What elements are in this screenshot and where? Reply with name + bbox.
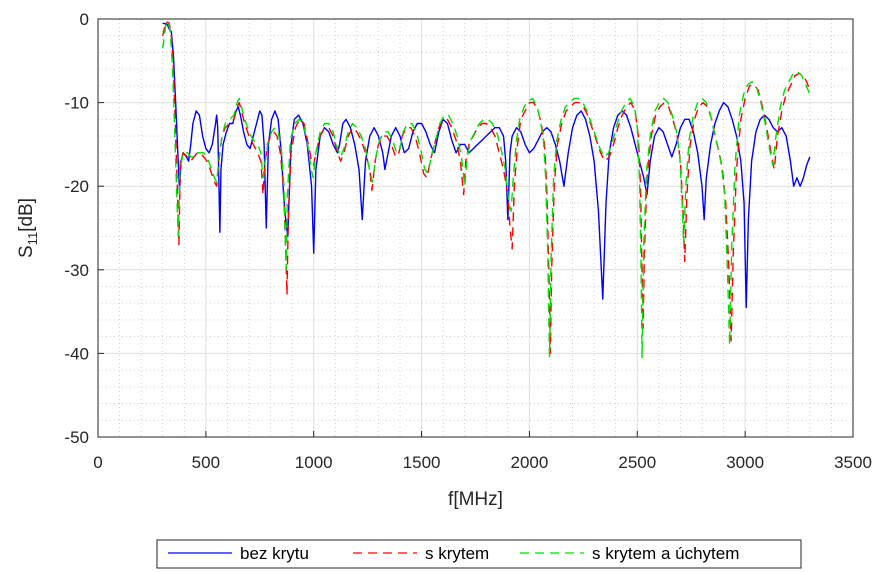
y-tick-label: 0	[80, 10, 89, 29]
x-tick-label: 500	[192, 453, 220, 472]
series-line-2	[162, 20, 811, 359]
x-tick-label: 2000	[511, 453, 549, 472]
series-line-0	[162, 22, 811, 309]
x-axis-title: f[MHz]	[448, 489, 503, 510]
y-axis-title: S11[dB]	[16, 198, 40, 258]
minor-grid	[98, 19, 853, 437]
y-tick-label: -40	[64, 344, 89, 363]
x-tick-label: 3000	[726, 453, 764, 472]
x-tick-label: 2500	[618, 453, 656, 472]
x-tick-label: 3500	[834, 453, 872, 472]
legend: bez krytu s krytem s krytem a úchytem	[156, 539, 802, 569]
y-axis-title-unit: [dB]	[16, 198, 37, 232]
legend-label-s-krytem-a-uchytem: s krytem a úchytem	[592, 544, 739, 563]
y-tick-label: -30	[64, 261, 89, 280]
y-axis-title-subscript: 11	[25, 232, 40, 246]
x-tick-label: 1500	[403, 453, 441, 472]
plot-area	[98, 19, 853, 437]
legend-box	[156, 539, 802, 569]
x-axis-ticks: 0 500 1000 1500 2000 2500 3000 3500	[93, 431, 872, 472]
plot-frame	[97, 18, 854, 438]
legend-label-bez-krytu: bez krytu	[240, 544, 309, 563]
x-tick-label: 0	[93, 453, 102, 472]
series-layer	[162, 20, 811, 359]
y-tick-label: -20	[64, 177, 89, 196]
y-axis-title-main: S	[16, 245, 37, 258]
y-tick-label: -10	[64, 94, 89, 113]
y-tick-label: -50	[64, 428, 89, 447]
series-line-1	[162, 20, 811, 355]
x-tick-label: 1000	[295, 453, 333, 472]
y-axis-ticks: 0 -10 -20 -30 -40 -50	[64, 10, 104, 447]
legend-label-s-krytem: s krytem	[425, 544, 489, 563]
